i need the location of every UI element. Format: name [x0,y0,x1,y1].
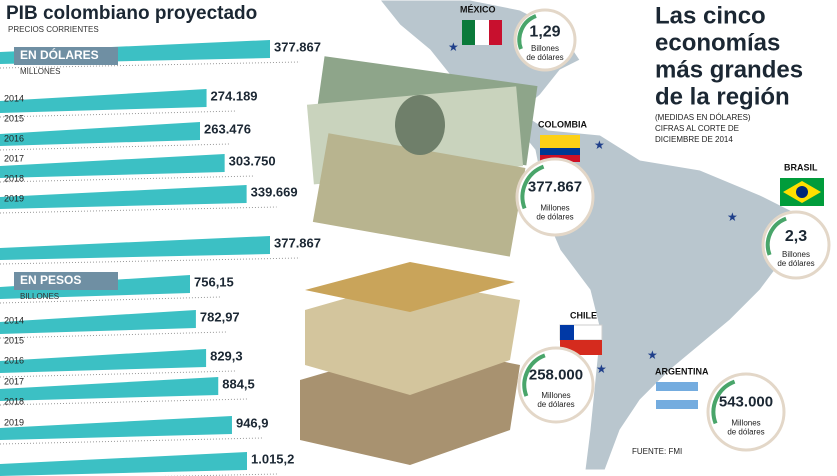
country-unit: de dólares [536,213,573,222]
country-name: COLOMBIA [538,119,587,129]
right-title: Las cinco [655,2,766,29]
dotted-rule [0,175,255,183]
value-badge [513,8,577,72]
dotted-rule [0,296,221,304]
dotted-rule [0,257,301,265]
country-unit: Billones [531,44,559,53]
bar-label: 274.189 [211,88,258,103]
bar-label: 756,15 [194,274,234,289]
left-subtitle: PRECIOS CORRIENTES [8,25,99,34]
country-value: 258.000 [529,367,583,384]
value-badge [517,346,595,424]
left-title: PIB colombiano proyectado [6,3,257,24]
country-name: ARGENTINA [655,366,709,376]
country-unit: Billones [782,250,810,259]
bar [0,236,270,260]
year-label: 2015 [4,113,24,123]
country-name: CHILE [570,310,597,320]
year-label: 2016 [4,355,24,365]
right-title: economías [655,29,780,56]
bar-label: 377.867 [274,39,321,54]
svg-text:★: ★ [448,40,459,54]
bar-label: 884,5 [222,376,255,391]
section-tag [14,272,118,290]
country-unit: de dólares [537,400,574,409]
bar [0,377,219,401]
svg-text:★: ★ [727,210,738,224]
badge-arrow [517,14,537,50]
section-label: EN PESOS [20,273,81,287]
bar-label: 377.867 [274,235,321,250]
peso-bills [300,262,520,465]
bar [0,122,200,146]
country-unit: Millones [540,204,569,213]
bar-label: 303.750 [229,153,276,168]
bar-label: 782,97 [200,309,240,324]
bar-label: 946,9 [236,415,269,430]
bar [0,89,207,113]
bar [0,310,196,334]
country-value: 543.000 [719,393,773,410]
source: FUENTE: FMI [632,447,682,456]
flags [462,20,824,409]
country-value: 2,3 [785,228,807,245]
bar [0,452,247,476]
year-label: 2017 [4,376,24,386]
dotted-rule [0,110,237,118]
svg-text:★: ★ [596,362,607,376]
year-label: 2014 [4,93,24,103]
badge-arrow [520,164,545,210]
country-value: 1,29 [529,24,560,41]
bar [0,349,207,373]
year-label: 2019 [4,193,24,203]
dotted-rule [0,61,301,69]
bar [0,154,225,178]
bar-label: 263.476 [204,121,251,136]
svg-text:★: ★ [647,348,658,362]
country-unit: de dólares [727,428,764,437]
country-unit: de dólares [526,53,563,62]
bar-label: 339.669 [251,184,298,199]
bar-label: 1.015,2 [251,451,294,466]
right-note: CIFRAS AL CORTE DE [655,124,739,133]
country-name: MÉXICO [460,4,496,14]
year-label: 2019 [4,417,24,427]
svg-text:★: ★ [594,138,605,152]
country-unit: Millones [541,391,570,400]
bar-label: 829,3 [210,348,243,363]
badge-arrow [765,216,787,256]
year-label: 2018 [4,173,24,183]
country-unit: Millones [731,419,760,428]
section-label: EN DÓLARES [20,47,99,62]
right-title: de la región [655,83,790,110]
right-title: más grandes [655,56,803,83]
right-note: DICIEMBRE DE 2014 [655,135,733,144]
badge-arrow [522,353,546,397]
bar [0,416,232,440]
country-name: BRASIL [784,162,818,172]
dotted-rule [0,206,277,214]
year-label: 2018 [4,396,24,406]
right-note: (MEDIDAS EN DÓLARES) [655,113,751,122]
year-label: 2016 [4,133,24,143]
value-badge [515,157,595,237]
section-unit: BILLONES [20,292,59,301]
capital-stars: ★ ★ ★ ★ ★ [448,40,738,376]
badge-arrow [711,379,736,425]
section-unit: MILLONES [20,67,60,76]
value-badge [761,210,831,280]
section-tag [14,47,118,65]
year-label: 2017 [4,153,24,163]
bar [0,185,247,209]
dotted-rule [0,370,237,378]
year-label: 2015 [4,335,24,345]
year-label: 2014 [4,315,24,325]
dollar-bills [306,56,538,257]
country-unit: de dólares [777,259,814,268]
country-value: 377.867 [528,178,582,195]
value-badge [706,372,786,452]
